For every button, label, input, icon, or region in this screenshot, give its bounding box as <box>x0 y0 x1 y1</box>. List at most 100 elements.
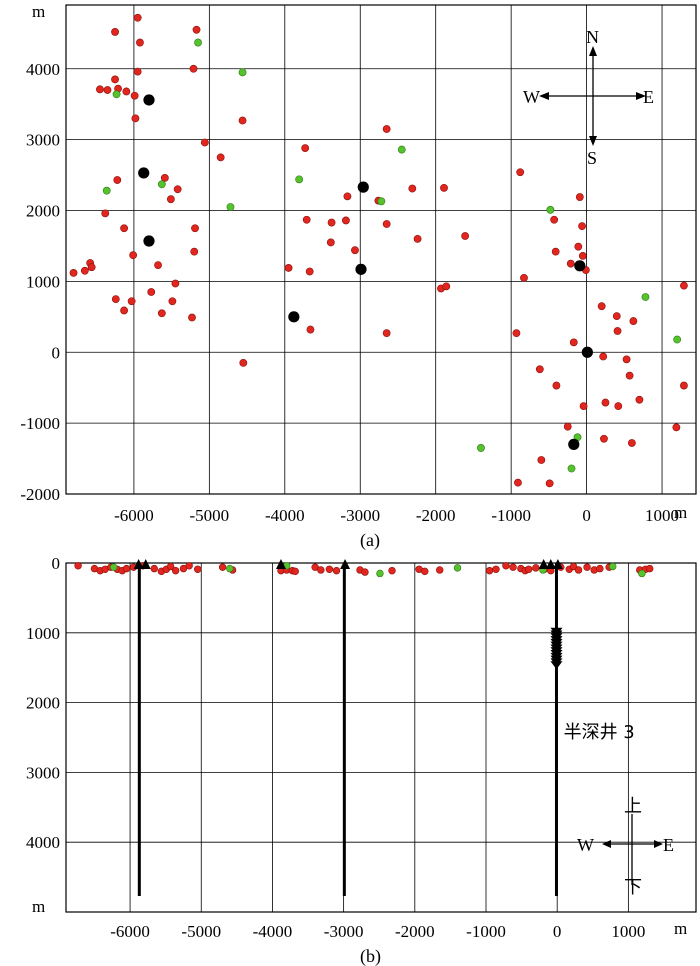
panel-a-event-red <box>551 247 560 256</box>
panel-a-event-red <box>166 195 175 204</box>
panel-a-event-red <box>599 352 608 361</box>
panel-b-event-green <box>638 569 646 578</box>
panel-b-well-head-marker <box>140 559 151 569</box>
panel-b-events <box>74 559 654 670</box>
panel-a-event-green <box>546 205 555 214</box>
panel-a-event-red <box>127 297 136 306</box>
panel-a-event-red <box>343 192 352 201</box>
panel-b-event-red <box>485 566 494 575</box>
panel-a-event-red <box>680 381 688 390</box>
panel-a-event-green <box>377 197 386 206</box>
panel-a-event-green <box>397 145 406 154</box>
compass-down-label: 下 <box>624 877 642 898</box>
panel-b-x-unit: m <box>674 919 687 938</box>
panel-a-x-tick-label: -6000 <box>114 506 154 525</box>
panel-b-x-tick-label: -6000 <box>110 922 150 941</box>
panel-b-event-red <box>388 566 396 575</box>
panel-b-x-tick-label: -2000 <box>395 922 435 941</box>
panel-a-event-red <box>111 75 119 84</box>
compass-east-label: E <box>643 87 654 107</box>
panel-b-x-tick-label: 1000 <box>611 922 645 941</box>
panel-a-event-red <box>512 329 521 338</box>
panel-a-well-marker <box>581 346 593 358</box>
panel-b-y-unit: m <box>32 897 45 916</box>
panel-a-event-red <box>622 355 631 364</box>
panel-a-event-red <box>408 184 417 193</box>
panel-a-event-red <box>578 222 586 231</box>
compass-north-label: N <box>586 27 599 47</box>
panel-b-event-red <box>150 564 158 573</box>
panel-a-event-red <box>147 288 156 296</box>
panel-a-event-red <box>154 261 162 269</box>
panel-a-event-green <box>238 68 247 77</box>
panel-a-event-red <box>612 312 621 321</box>
panel-a-well-marker <box>288 311 300 323</box>
panel-a-well-marker <box>357 181 369 193</box>
panel-a-event-red <box>326 238 335 247</box>
panel-a-event-green <box>112 90 121 99</box>
compass-up-label: 上 <box>624 796 642 817</box>
panel-a-event-green <box>295 175 304 184</box>
panel-a-event-red <box>113 176 122 184</box>
panel-b-y-tick-label: 2000 <box>26 694 60 713</box>
panel-a-event-red <box>601 398 610 407</box>
panel-a-event-red <box>306 325 315 334</box>
panel-b-x-tick-label: -4000 <box>253 922 293 941</box>
compass-nsew: N S W E <box>523 27 654 168</box>
compass-a-north-arrowhead <box>589 46 597 56</box>
panel-a-event-red <box>190 247 199 256</box>
panel-a-event-red <box>133 67 142 76</box>
panel-a-event-red <box>302 215 311 224</box>
panel-a-wells <box>138 94 593 450</box>
panel-a-event-red <box>614 402 623 411</box>
panel-b-tick-labels: -6000 -5000 -4000 -3000 -2000 -1000 0 1000 0 1000… <box>26 554 645 941</box>
panel-a-well-marker <box>355 263 367 275</box>
panel-a-event-red <box>575 193 584 201</box>
panel-a-event-red <box>672 423 681 432</box>
compass-b-west-label: W <box>577 835 594 855</box>
panel-b-well-head-marker <box>545 559 556 569</box>
panel-a-event-red <box>129 251 138 260</box>
panel-b-plot-frame <box>65 562 697 913</box>
panel-a-event-red <box>566 259 575 268</box>
panel-a-event-red <box>514 478 522 487</box>
panel-a-well-marker <box>574 260 586 272</box>
panel-a-map-view: -6000 -5000 -4000 -3000 -2000 -1000 0 1000 -2000… <box>20 2 697 551</box>
panel-a-plot-frame <box>65 4 697 495</box>
panel-b-y-tick-label: 1000 <box>26 624 60 643</box>
panel-b-event-green <box>453 564 462 572</box>
panel-a-event-red <box>516 168 525 177</box>
panel-a-event-red <box>613 327 622 335</box>
panel-a-y-tick-label: -1000 <box>20 414 60 433</box>
panel-a-event-red <box>382 220 391 228</box>
compass-b-east-arrowhead <box>654 840 663 848</box>
panel-a-events <box>69 13 688 488</box>
panel-a-event-red <box>550 215 559 224</box>
panel-a-well-marker <box>143 235 155 247</box>
panel-b-event-red <box>421 567 429 576</box>
panel-a-event-red <box>171 279 180 288</box>
panel-b-event-red <box>569 562 578 571</box>
compass-south-label: S <box>587 148 597 168</box>
panel-a-event-green <box>477 444 485 452</box>
panel-b-event-red <box>574 566 583 574</box>
panel-a-event-red <box>461 232 470 240</box>
panel-a-event-red <box>351 246 359 255</box>
panel-a-event-red <box>635 395 644 404</box>
panel-a-event-green <box>641 293 650 301</box>
panel-a-event-red <box>96 85 104 94</box>
panel-a-event-green <box>226 203 235 211</box>
panel-a-well-marker <box>143 94 155 106</box>
panel-a-event-red <box>191 224 199 233</box>
panel-a-event-red <box>520 273 528 282</box>
panel-a-event-red <box>563 422 572 431</box>
panel-a-event-red <box>192 25 201 34</box>
panel-a-x-tick-label: -1000 <box>491 506 531 525</box>
panel-a-x-tick-label: -5000 <box>190 506 230 525</box>
panel-a-event-red <box>301 144 310 153</box>
panel-b-x-tick-label: 0 <box>553 922 562 941</box>
panel-a-event-green <box>194 38 202 47</box>
panel-a-x-tick-label: -2000 <box>416 506 456 525</box>
panel-b-event-red <box>361 568 369 576</box>
panel-a-x-unit: m <box>674 503 687 522</box>
